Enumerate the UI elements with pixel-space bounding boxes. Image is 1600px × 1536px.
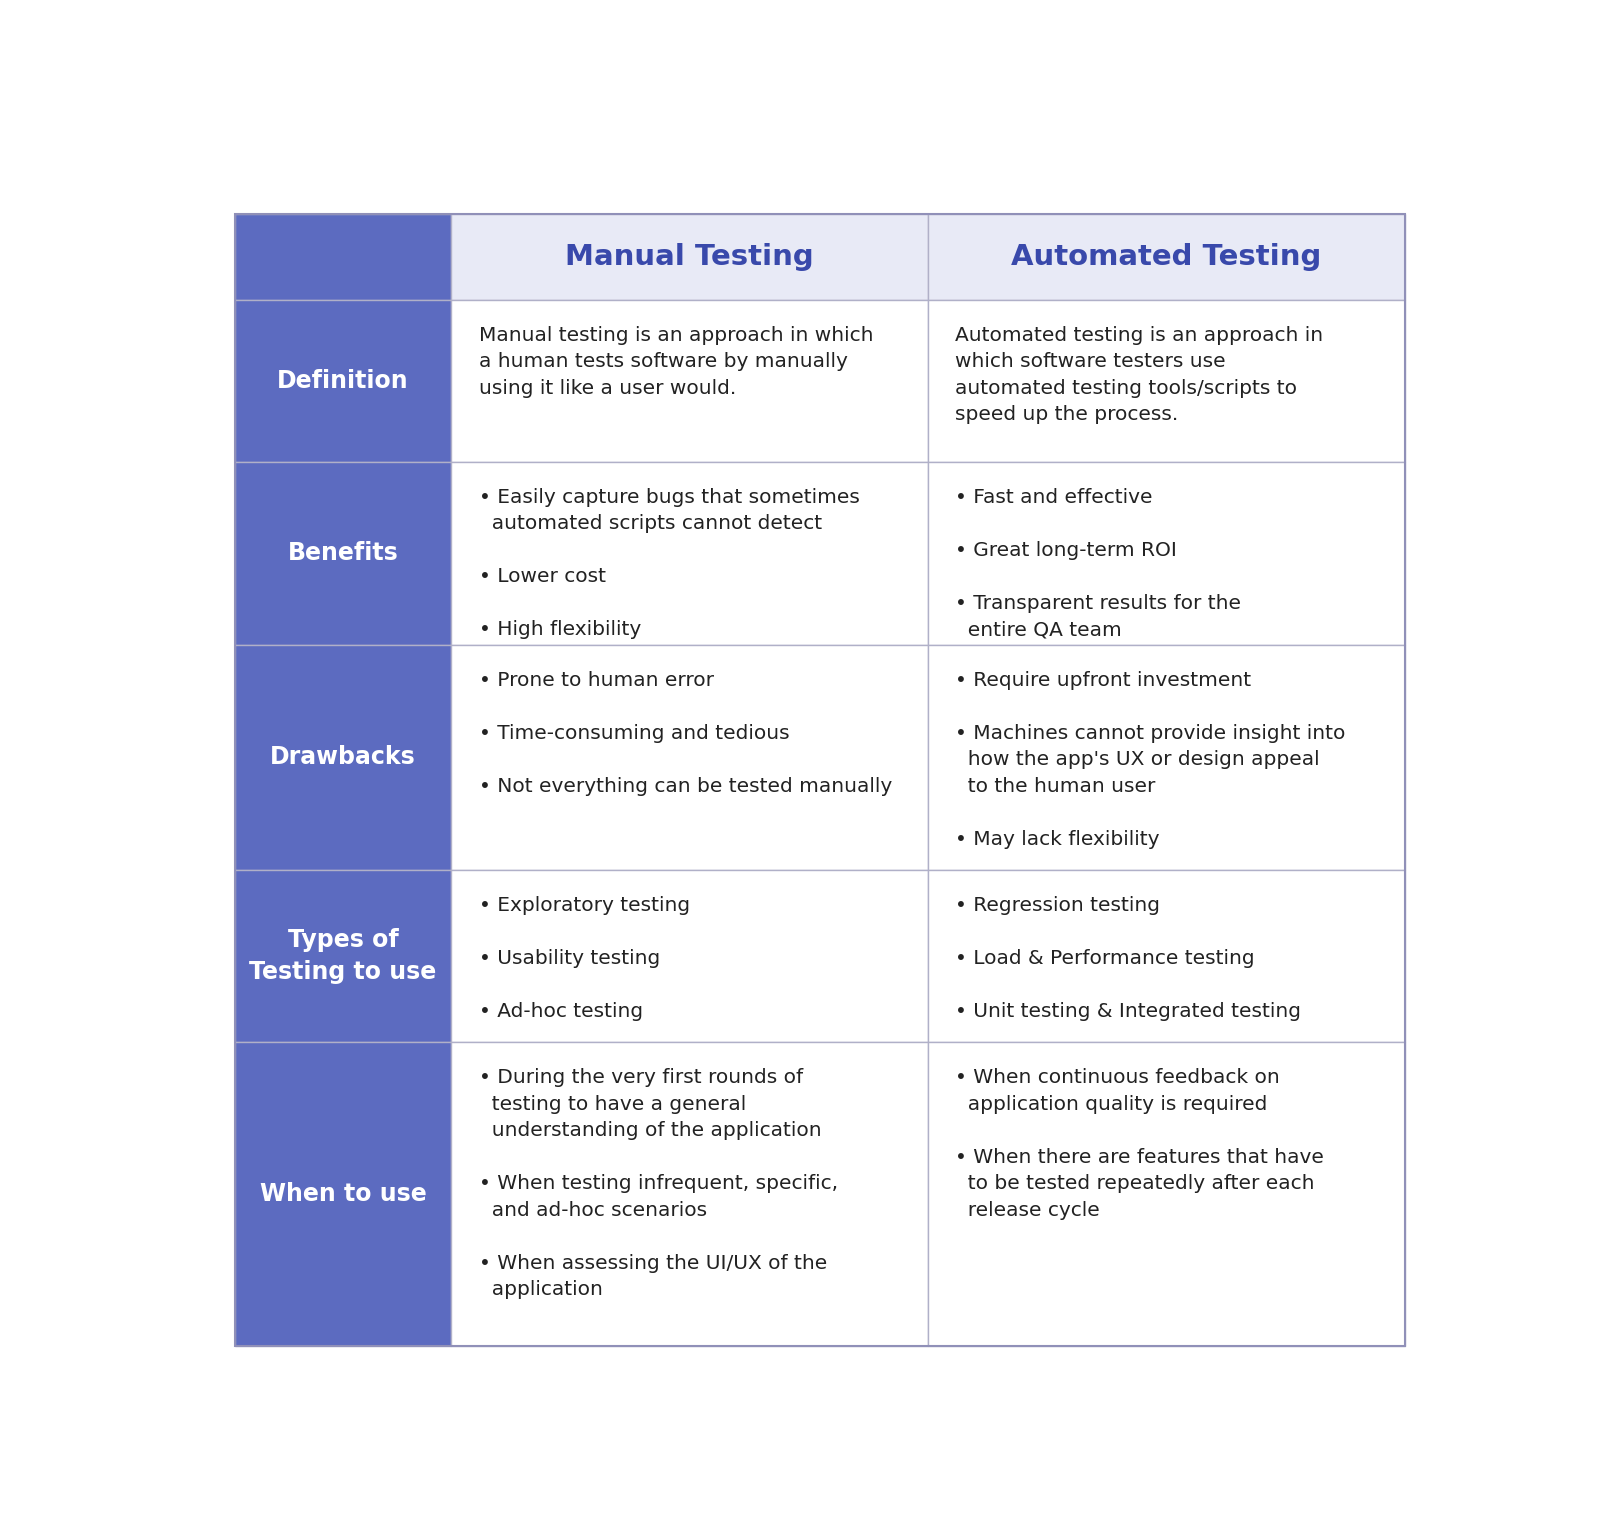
Text: Benefits: Benefits <box>288 541 398 565</box>
Text: • Prone to human error

• Time-consuming and tedious

• Not everything can be te: • Prone to human error • Time-consuming … <box>478 671 891 796</box>
Bar <box>928 869 1405 1043</box>
Bar <box>451 462 928 645</box>
Bar <box>235 214 451 300</box>
Bar <box>451 300 928 462</box>
Bar <box>451 869 928 1043</box>
Text: • Regression testing

• Load & Performance testing

• Unit testing & Integrated : • Regression testing • Load & Performanc… <box>955 895 1301 1021</box>
Text: Automated Testing: Automated Testing <box>1011 243 1322 270</box>
Bar <box>928 645 1405 869</box>
Text: Drawbacks: Drawbacks <box>270 745 416 770</box>
Bar <box>928 462 1405 645</box>
Bar <box>451 1043 928 1346</box>
Bar <box>235 462 451 645</box>
Bar <box>235 645 451 869</box>
Text: Manual testing is an approach in which
a human tests software by manually
using : Manual testing is an approach in which a… <box>478 326 874 398</box>
Bar <box>235 300 451 462</box>
Text: Types of
Testing to use: Types of Testing to use <box>250 928 437 985</box>
Bar <box>928 1043 1405 1346</box>
Bar <box>235 869 451 1043</box>
Text: • When continuous feedback on
  application quality is required

• When there ar: • When continuous feedback on applicatio… <box>955 1069 1323 1220</box>
Bar <box>928 214 1405 300</box>
Text: Definition: Definition <box>277 369 410 393</box>
Text: When to use: When to use <box>259 1183 426 1206</box>
Bar <box>451 214 928 300</box>
Text: • Exploratory testing

• Usability testing

• Ad-hoc testing: • Exploratory testing • Usability testin… <box>478 895 690 1021</box>
Text: • During the very first rounds of
  testing to have a general
  understanding of: • During the very first rounds of testin… <box>478 1069 838 1299</box>
Text: • Require upfront investment

• Machines cannot provide insight into
  how the a: • Require upfront investment • Machines … <box>955 671 1346 849</box>
Bar <box>235 1043 451 1346</box>
Text: • Easily capture bugs that sometimes
  automated scripts cannot detect

• Lower : • Easily capture bugs that sometimes aut… <box>478 488 859 639</box>
Text: • Fast and effective

• Great long-term ROI

• Transparent results for the
  ent: • Fast and effective • Great long-term R… <box>955 488 1242 639</box>
Text: Automated testing is an approach in
which software testers use
automated testing: Automated testing is an approach in whic… <box>955 326 1323 424</box>
Bar <box>451 645 928 869</box>
Text: Manual Testing: Manual Testing <box>565 243 814 270</box>
Bar <box>928 300 1405 462</box>
